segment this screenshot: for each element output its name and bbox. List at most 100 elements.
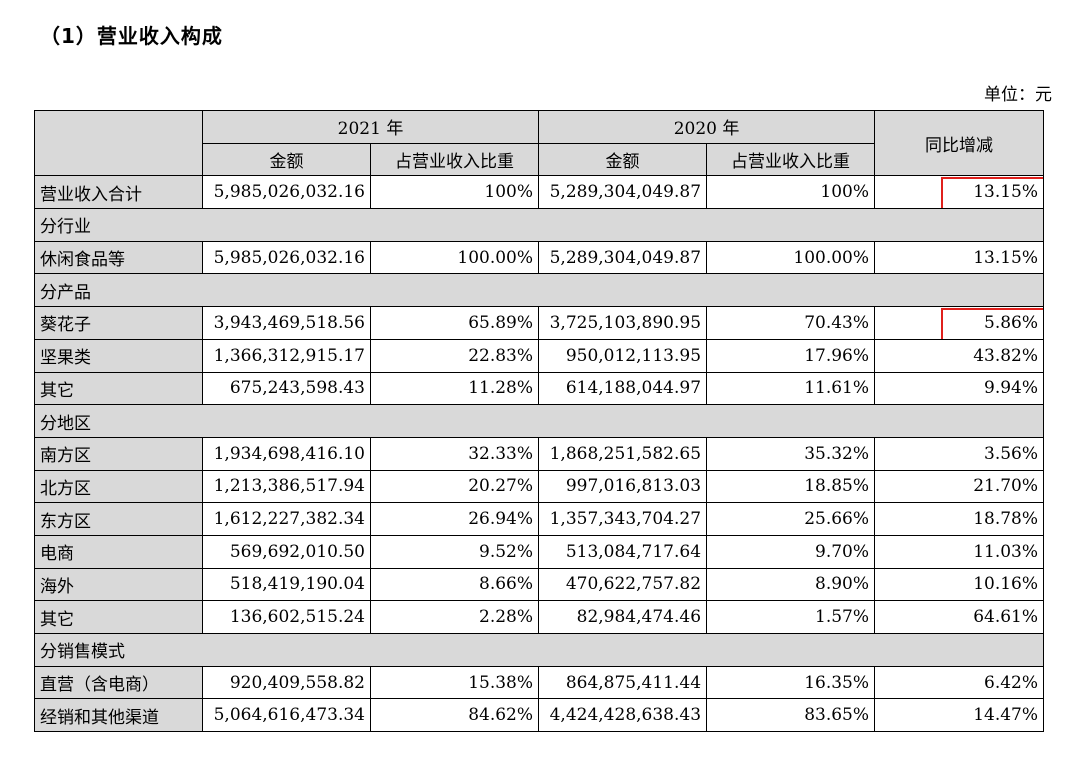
row-label: 经销和其他渠道	[34, 698, 203, 733]
ratio-2021-cell: 26.94%	[369, 502, 540, 536]
ratio-2020-cell: 8.90%	[706, 567, 876, 602]
table-row: 其它 136,602,515.24 2.28% 82,984,474.46 1.57% 6…	[34, 600, 1045, 634]
table-row: 经销和其他渠道 5,064,616,473.34 84.62% 4,424,428,6…	[34, 698, 1045, 733]
amount-2021-cell: 1,366,312,915.17	[202, 338, 371, 373]
yoy-cell: 10.16%	[874, 567, 1045, 602]
amount-2020-cell: 5,289,304,049.87	[538, 240, 708, 275]
amount-2021-cell: 3,943,469,518.56	[202, 306, 371, 340]
header-year-2021: 2021 年	[201, 110, 540, 144]
yoy-value: 5.86%	[984, 312, 1039, 333]
table-row: 直营（含电商） 920,409,558.82 15.38% 864,875,411.4…	[34, 665, 1045, 700]
table-row: 海外 518,419,190.04 8.66% 470,622,757.82 8.90%…	[34, 567, 1045, 602]
ratio-2021-cell: 9.52%	[369, 534, 540, 569]
header-amount-2021: 金额	[202, 142, 371, 177]
ratio-2021-cell: 11.28%	[369, 371, 540, 406]
ratio-2021-cell: 22.83%	[369, 338, 540, 373]
header-ratio-2021: 占营业收入比重	[369, 142, 540, 177]
row-label: 南方区	[34, 436, 203, 471]
table-row: 葵花子 3,943,469,518.56 65.89% 3,725,103,890.9…	[34, 306, 1045, 340]
row-label: 坚果类	[34, 338, 203, 373]
section-row: 分销售模式	[33, 633, 1045, 667]
yoy-cell: 13.15%	[874, 175, 1045, 210]
amount-2021-cell: 136,602,515.24	[202, 600, 371, 634]
section-label: 分地区	[33, 404, 1045, 438]
ratio-2021-cell: 8.66%	[369, 567, 540, 602]
amount-2020-cell: 3,725,103,890.95	[538, 306, 708, 340]
amount-2021-cell: 1,213,386,517.94	[202, 469, 371, 504]
amount-2020-cell: 4,424,428,638.43	[538, 698, 708, 733]
section-row: 分地区	[33, 404, 1045, 438]
yoy-cell: 43.82%	[874, 338, 1045, 373]
row-label: 其它	[34, 600, 203, 634]
amount-2021-cell: 920,409,558.82	[202, 665, 371, 700]
ratio-2021-cell: 32.33%	[369, 436, 540, 471]
row-label: 其它	[34, 371, 203, 406]
header-yoy: 同比增减	[874, 109, 1045, 177]
ratio-2020-cell: 18.85%	[706, 469, 876, 504]
yoy-cell: 64.61%	[874, 600, 1045, 634]
amount-2020-cell: 614,188,044.97	[538, 371, 708, 406]
revenue-composition-table: 2021 年 2020 年 同比增减 金额 占营业收入比重 金额 占营业收入比重…	[33, 109, 1045, 733]
amount-2021-cell: 1,612,227,382.34	[202, 502, 371, 536]
row-label: 休闲食品等	[34, 240, 203, 275]
header-amount-2020: 金额	[538, 142, 708, 177]
ratio-2021-cell: 15.38%	[369, 665, 540, 700]
header-ratio-2020: 占营业收入比重	[706, 142, 876, 177]
unit-label: 单位：元	[984, 85, 1052, 105]
ratio-2020-cell: 83.65%	[706, 698, 876, 733]
ratio-2021-cell: 65.89%	[369, 306, 540, 340]
ratio-2020-cell: 11.61%	[706, 371, 876, 406]
section-row: 分行业	[33, 208, 1045, 242]
row-label: 直营（含电商）	[34, 665, 203, 700]
yoy-cell: 13.15%	[874, 240, 1045, 275]
amount-2021-cell: 5,985,026,032.16	[202, 175, 371, 210]
yoy-cell: 6.42%	[874, 665, 1045, 700]
amount-2021-cell: 1,934,698,416.10	[202, 436, 371, 471]
header-row-columns: 金额 占营业收入比重 金额 占营业收入比重	[35, 142, 1044, 177]
table-row: 营业收入合计 5,985,026,032.16 100% 5,289,304,049.…	[34, 175, 1045, 210]
amount-2020-cell: 82,984,474.46	[538, 600, 708, 634]
table-row: 东方区 1,612,227,382.34 26.94% 1,357,343,704.2…	[34, 502, 1045, 536]
amount-2021-cell: 5,064,616,473.34	[202, 698, 371, 733]
row-label: 营业收入合计	[34, 175, 203, 210]
header-row-years: 2021 年 2020 年 同比增减	[34, 109, 1045, 177]
section-label: 分销售模式	[33, 633, 1045, 667]
ratio-2020-cell: 70.43%	[706, 306, 876, 340]
table-row: 坚果类 1,366,312,915.17 22.83% 950,012,113.95 1…	[34, 338, 1045, 373]
row-label: 葵花子	[34, 306, 203, 340]
amount-2021-cell: 569,692,010.50	[202, 534, 371, 569]
row-label: 电商	[34, 534, 203, 569]
header-corner-cell	[34, 109, 203, 177]
amount-2020-cell: 1,357,343,704.27	[538, 502, 708, 536]
ratio-2020-cell: 1.57%	[706, 600, 876, 634]
row-label: 东方区	[34, 502, 203, 536]
yoy-cell: 14.47%	[874, 698, 1045, 733]
amount-2020-cell: 864,875,411.44	[538, 665, 708, 700]
ratio-2021-cell: 20.27%	[369, 469, 540, 504]
yoy-cell: 9.94%	[874, 371, 1045, 406]
amount-2020-cell: 513,084,717.64	[538, 534, 708, 569]
ratio-2020-cell: 16.35%	[706, 665, 876, 700]
amount-2020-cell: 470,622,757.82	[538, 567, 708, 602]
ratio-2021-cell: 2.28%	[369, 600, 540, 634]
ratio-2020-cell: 25.66%	[706, 502, 876, 536]
yoy-cell: 21.70%	[874, 469, 1045, 504]
amount-2020-cell: 1,868,251,582.65	[538, 436, 708, 471]
yoy-value: 13.15%	[973, 182, 1039, 203]
section-heading: （1）营业收入构成	[40, 24, 223, 48]
yoy-cell: 3.56%	[874, 436, 1045, 471]
table-row: 南方区 1,934,698,416.10 32.33% 1,868,251,582.6…	[34, 436, 1045, 471]
amount-2020-cell: 5,289,304,049.87	[538, 175, 708, 210]
ratio-2020-cell: 100%	[706, 175, 876, 210]
table-row: 北方区 1,213,386,517.94 20.27% 997,016,813.03 1…	[34, 469, 1045, 504]
amount-2020-cell: 950,012,113.95	[538, 338, 708, 373]
yoy-cell: 18.78%	[874, 502, 1045, 536]
ratio-2020-cell: 35.32%	[706, 436, 876, 471]
yoy-cell: 11.03%	[874, 534, 1045, 569]
section-label: 分行业	[33, 208, 1045, 242]
amount-2021-cell: 518,419,190.04	[202, 567, 371, 602]
table-row: 休闲食品等 5,985,026,032.16 100.00% 5,289,304,04…	[34, 240, 1045, 275]
section-row: 分产品	[33, 273, 1045, 308]
section-label: 分产品	[33, 273, 1045, 308]
table-row: 电商 569,692,010.50 9.52% 513,084,717.64 9.70%…	[34, 534, 1045, 569]
